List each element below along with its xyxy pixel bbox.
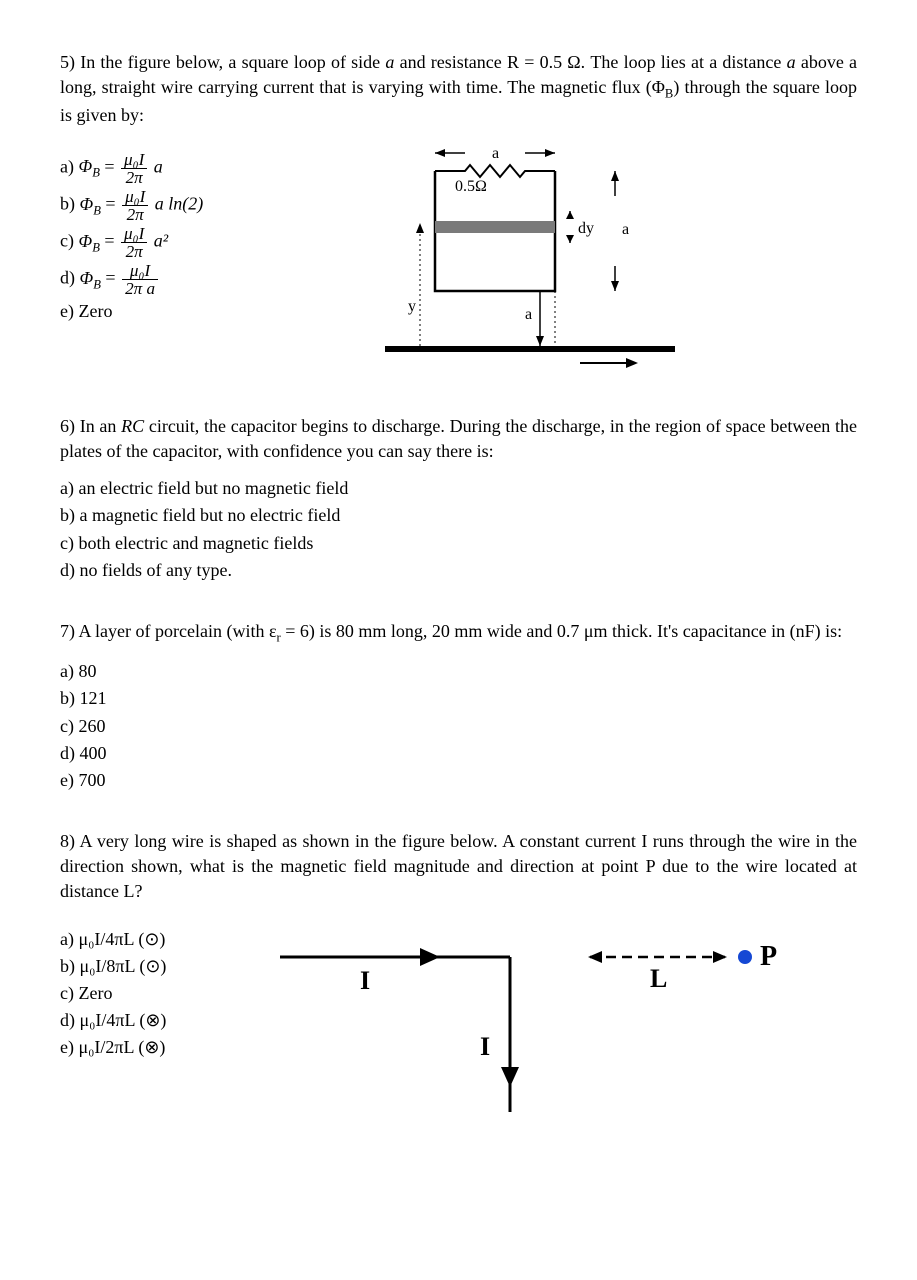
q7-ans-a: a) 80	[60, 659, 857, 684]
question-6: 6) In an RC circuit, the capacitor begin…	[60, 414, 857, 583]
svg-text:a: a	[622, 221, 629, 238]
q6-ans-b: b) a magnetic field but no electric fiel…	[60, 503, 857, 528]
q7-answers: a) 80 b) 121 c) 260 d) 400 e) 700	[60, 659, 857, 793]
q7-text: 7) A layer of porcelain (with εr = 6) is…	[60, 619, 857, 647]
q5-ans-a: a) ΦB = μ₀I2π a	[60, 151, 260, 186]
q7-ans-b: b) 121	[60, 686, 857, 711]
q8-figure: I I L P	[270, 917, 857, 1124]
svg-text:dy: dy	[578, 220, 594, 237]
svg-text:a: a	[492, 145, 499, 162]
q5-number: 5)	[60, 52, 75, 72]
q7-ans-c: c) 260	[60, 714, 857, 739]
svg-text:L: L	[650, 964, 667, 993]
svg-text:I: I	[480, 1032, 490, 1061]
q6-text: 6) In an RC circuit, the capacitor begin…	[60, 414, 857, 464]
q5-ans-b: b) ΦB = μ₀I2π a ln(2)	[60, 188, 260, 223]
q6-answers: a) an electric field but no magnetic fie…	[60, 476, 857, 583]
q5-answers: a) ΦB = μ₀I2π a b) ΦB = μ₀I2π a ln(2) c)…	[60, 149, 260, 327]
q8-ans-d: d) μ₀I/4πL (⊗)	[60, 1008, 240, 1033]
q5-text: 5) In the figure below, a square loop of…	[60, 50, 857, 129]
q6-ans-d: d) no fields of any type.	[60, 558, 857, 583]
q7-ans-d: d) 400	[60, 741, 857, 766]
q8-ans-a: a) μ₀I/4πL (⊙)	[60, 927, 240, 952]
q5-ans-d: d) ΦB = μ₀I2π a	[60, 262, 260, 297]
svg-text:P: P	[760, 941, 777, 972]
q8-answers: a) μ₀I/4πL (⊙) b) μ₀I/8πL (⊙) c) Zero d)…	[60, 925, 240, 1063]
svg-text:0.5Ω: 0.5Ω	[455, 178, 487, 195]
svg-text:y: y	[408, 298, 416, 315]
q8-ans-b: b) μ₀I/8πL (⊙)	[60, 954, 240, 979]
q5-ans-c: c) ΦB = μ₀I2π a²	[60, 225, 260, 260]
question-7: 7) A layer of porcelain (with εr = 6) is…	[60, 619, 857, 793]
svg-text:a: a	[525, 306, 532, 323]
q6-ans-c: c) both electric and magnetic fields	[60, 531, 857, 556]
svg-text:I: I	[360, 966, 370, 995]
q5-figure: a 0.5Ω dy a	[280, 141, 857, 378]
q5-ans-e: e) Zero	[60, 299, 260, 324]
question-5: 5) In the figure below, a square loop of…	[60, 50, 857, 378]
q8-ans-c: c) Zero	[60, 981, 240, 1006]
q8-text: 8) A very long wire is shaped as shown i…	[60, 829, 857, 905]
q8-ans-e: e) μ₀I/2πL (⊗)	[60, 1035, 240, 1060]
q7-ans-e: e) 700	[60, 768, 857, 793]
question-8: 8) A very long wire is shaped as shown i…	[60, 829, 857, 1124]
q6-ans-a: a) an electric field but no magnetic fie…	[60, 476, 857, 501]
